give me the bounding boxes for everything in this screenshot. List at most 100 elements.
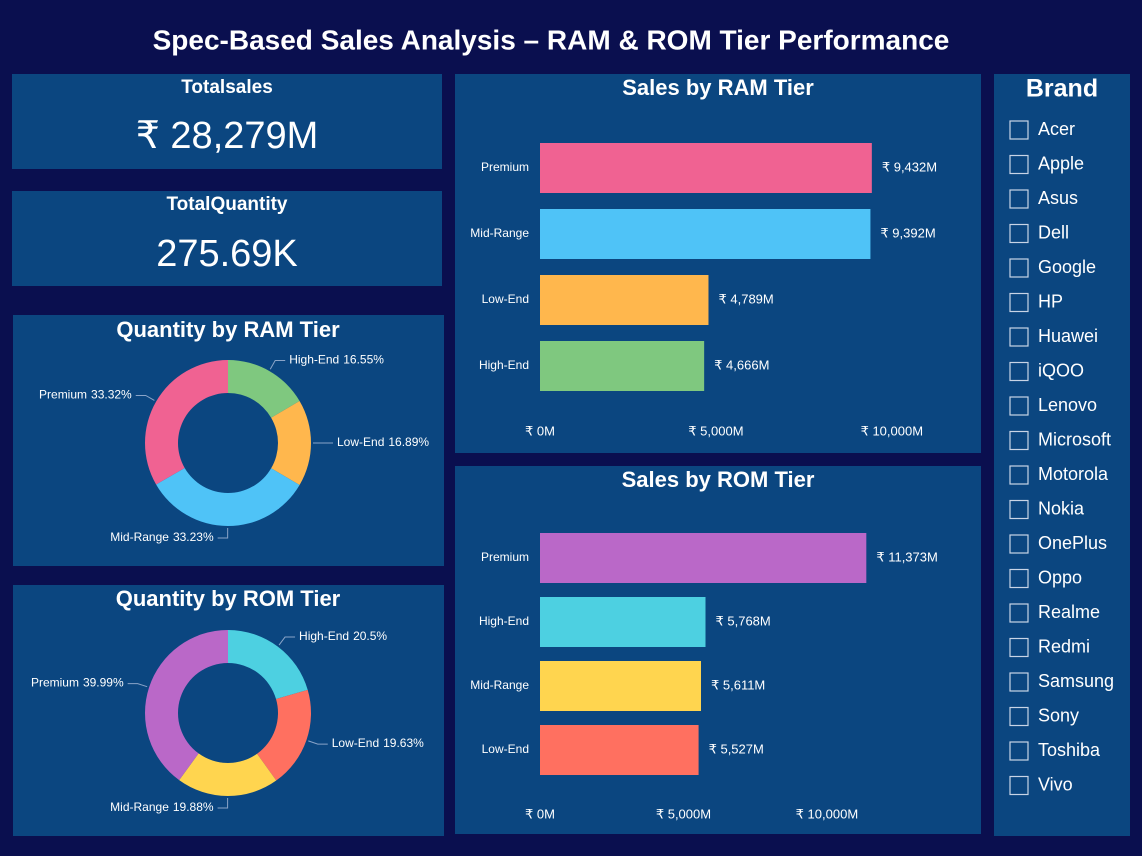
x-tick-label: ₹ 5,000M xyxy=(688,423,743,438)
card-value: 275.69K xyxy=(156,233,298,275)
bar xyxy=(540,533,867,583)
chart-panel xyxy=(455,74,981,453)
donut-slice xyxy=(179,753,277,796)
slicer-checkbox[interactable] xyxy=(1009,396,1029,416)
slicer-checkbox[interactable] xyxy=(1009,706,1029,727)
slicer-item[interactable]: Sony xyxy=(1038,705,1079,725)
slicer-checkbox[interactable] xyxy=(1009,189,1029,209)
bar xyxy=(540,661,701,711)
slicer-item[interactable]: Google xyxy=(1038,257,1096,277)
donut-slice xyxy=(271,400,312,485)
slicer-item[interactable]: Vivo xyxy=(1038,774,1073,794)
slicer-checkbox[interactable] xyxy=(1009,775,1029,796)
category-label: Mid-Range xyxy=(470,226,529,240)
chart-panel xyxy=(13,585,444,836)
slicer-item[interactable]: Nokia xyxy=(1038,498,1085,518)
bar xyxy=(540,143,872,193)
card-label: Totalsales xyxy=(181,77,273,98)
slicer-item[interactable]: Oppo xyxy=(1038,567,1082,587)
slice-label: Low-End 19.63% xyxy=(332,736,424,750)
leader-line xyxy=(217,797,229,809)
slice-category: Low-End xyxy=(332,736,379,750)
slice-label: Mid-Range 19.88% xyxy=(110,800,214,814)
slicer-item[interactable]: Acer xyxy=(1038,119,1075,139)
slicer-checkbox[interactable] xyxy=(1009,120,1029,140)
slicer-checkbox[interactable] xyxy=(1009,430,1029,451)
slice-value: 16.89% xyxy=(388,435,429,449)
bar xyxy=(540,725,699,775)
slicer-checkbox[interactable] xyxy=(1009,603,1029,623)
slicer-item[interactable]: OnePlus xyxy=(1038,533,1107,553)
slicer-checkbox[interactable] xyxy=(1009,223,1029,244)
slicer-checkbox[interactable] xyxy=(1009,534,1029,554)
slicer-checkbox[interactable] xyxy=(1009,361,1029,382)
x-tick-label: ₹ 10,000M xyxy=(861,423,923,438)
leader-line xyxy=(127,683,148,688)
slicer-checkbox[interactable] xyxy=(1009,741,1029,761)
slicer-checkbox[interactable] xyxy=(1009,258,1029,278)
card-panel xyxy=(12,191,442,286)
chart-title: Quantity by ROM Tier xyxy=(116,586,341,611)
slice-category: Mid-Range xyxy=(110,530,169,544)
slicer-item[interactable]: Motorola xyxy=(1038,464,1109,484)
slicer-item[interactable]: Lenovo xyxy=(1038,395,1097,415)
slice-value: 33.32% xyxy=(91,388,132,402)
slice-label: High-End 20.5% xyxy=(299,629,387,643)
slicer-checkbox[interactable] xyxy=(1009,672,1029,692)
page-title: Spec-Based Sales Analysis – RAM & ROM Ti… xyxy=(153,24,950,55)
slice-value: 19.88% xyxy=(173,800,214,814)
value-label: ₹ 4,666M xyxy=(714,357,769,372)
bar xyxy=(540,275,709,325)
slice-value: 20.5% xyxy=(353,629,387,643)
slicer-checkbox[interactable] xyxy=(1009,637,1029,658)
slicer-checkbox[interactable] xyxy=(1009,327,1029,347)
x-tick-label: ₹ 0M xyxy=(525,423,555,438)
slicer-checkbox[interactable] xyxy=(1009,465,1029,485)
slicer-item[interactable]: Realme xyxy=(1038,602,1100,622)
slicer-item[interactable]: Redmi xyxy=(1038,636,1090,656)
slice-value: 33.23% xyxy=(173,530,214,544)
value-label: ₹ 9,392M xyxy=(880,225,935,240)
slicer-checkbox[interactable] xyxy=(1009,568,1029,589)
slicer-item[interactable]: Apple xyxy=(1038,153,1084,173)
donut-slice xyxy=(156,467,300,526)
slice-label: Mid-Range 33.23% xyxy=(110,530,214,544)
slicer-checkbox[interactable] xyxy=(1009,499,1029,520)
donut-slice xyxy=(228,630,308,700)
slice-category: Premium xyxy=(31,676,79,690)
leader-line xyxy=(135,394,155,401)
slicer-item[interactable]: Samsung xyxy=(1038,671,1114,691)
category-label: High-End xyxy=(479,614,529,628)
chart-title: Sales by RAM Tier xyxy=(622,75,814,100)
bar xyxy=(540,209,871,259)
value-label: ₹ 5,527M xyxy=(709,741,764,756)
category-label: Premium xyxy=(481,160,529,174)
slicer-item[interactable]: Toshiba xyxy=(1038,740,1101,760)
chart-title: Quantity by RAM Tier xyxy=(116,317,340,342)
category-label: High-End xyxy=(479,358,529,372)
card-value: ₹ 28,279M xyxy=(136,115,319,157)
value-label: ₹ 5,768M xyxy=(715,613,770,628)
slicer-item[interactable]: iQOO xyxy=(1038,360,1084,380)
x-tick-label: ₹ 0M xyxy=(525,806,555,821)
slicer-panel xyxy=(994,74,1130,836)
slicer-item[interactable]: HP xyxy=(1038,291,1063,311)
value-label: ₹ 5,611M xyxy=(711,677,765,692)
slicer-item[interactable]: Huawei xyxy=(1038,326,1098,346)
leader-line xyxy=(217,527,229,539)
card-label: TotalQuantity xyxy=(166,194,287,215)
bar xyxy=(540,597,706,647)
bar xyxy=(540,341,705,391)
slicer-item[interactable]: Dell xyxy=(1038,222,1069,242)
slice-category: High-End xyxy=(299,629,349,643)
slice-category: Premium xyxy=(39,388,87,402)
slicer-item[interactable]: Microsoft xyxy=(1038,429,1111,449)
donut-slice xyxy=(145,360,228,485)
slicer-checkbox[interactable] xyxy=(1009,154,1029,175)
value-label: ₹ 4,789M xyxy=(718,291,773,306)
slicer-checkbox[interactable] xyxy=(1009,292,1029,313)
slicer-item[interactable]: Asus xyxy=(1038,188,1078,208)
x-tick-label: ₹ 5,000M xyxy=(656,806,711,821)
slice-value: 39.99% xyxy=(83,676,124,690)
